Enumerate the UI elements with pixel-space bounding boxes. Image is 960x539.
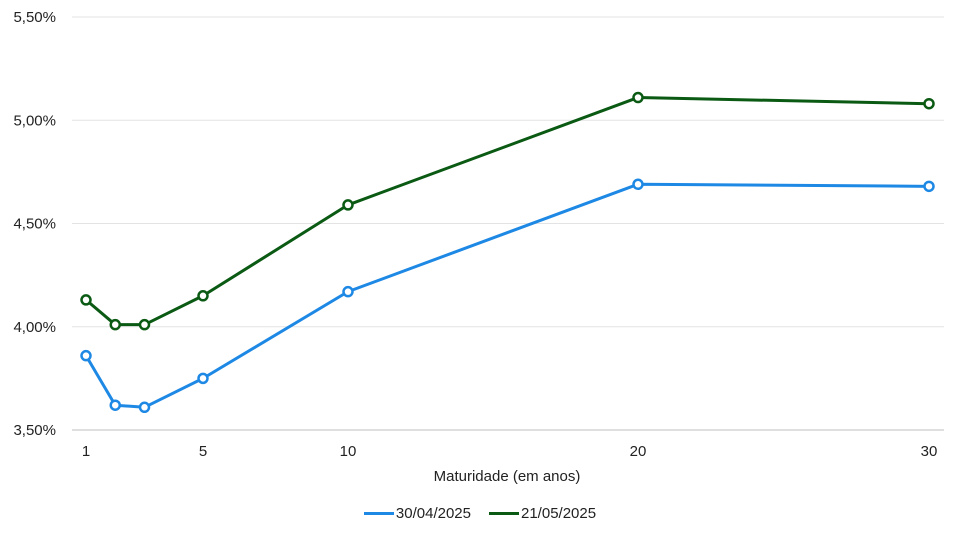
data-point	[197, 372, 209, 385]
data-point	[923, 97, 935, 110]
legend-item: 30/04/2025	[363, 505, 471, 522]
data-point	[138, 401, 151, 414]
x-tick-label: 1	[82, 443, 90, 460]
data-point	[342, 285, 354, 298]
y-tick-label: 5,50%	[13, 9, 56, 26]
legend-swatch	[363, 512, 394, 515]
y-tick-label: 5,00%	[13, 112, 56, 129]
series-line	[84, 182, 930, 409]
data-point	[342, 199, 354, 211]
x-tick-label: 30	[921, 443, 938, 460]
data-point	[632, 178, 644, 191]
data-point	[80, 349, 92, 362]
legend-swatch	[489, 512, 519, 515]
data-point	[923, 180, 935, 193]
data-point	[632, 91, 644, 104]
legend: 30/04/2025 21/05/2025	[0, 505, 960, 522]
y-axis: 3,50% 4,00% 4,50% 5,00% 5,50%	[13, 9, 56, 439]
data-point	[138, 318, 151, 331]
series-line	[85, 96, 930, 327]
data-point	[80, 294, 92, 306]
x-tick-label: 10	[340, 443, 357, 460]
x-axis: 1 5 10 20 30	[82, 443, 938, 460]
x-axis-title: Maturidade (em anos)	[434, 468, 581, 485]
data-point	[109, 318, 121, 331]
y-tick-label: 4,00%	[13, 319, 56, 336]
data-point	[109, 399, 121, 411]
legend-item: 21/05/2025	[489, 505, 596, 522]
grid-lines	[72, 16, 944, 431]
x-tick-label: 5	[199, 443, 207, 460]
legend-label: 30/04/2025	[395, 505, 471, 522]
data-point	[197, 290, 209, 302]
line-chart: 3,50% 4,00% 4,50% 5,00% 5,50% 1 5 10 20 30 Matur…	[13, 9, 944, 485]
y-tick-label: 4,50%	[13, 216, 56, 233]
y-tick-label: 3,50%	[13, 422, 56, 439]
series-1	[80, 178, 935, 414]
x-tick-label: 20	[630, 443, 647, 460]
series-2	[80, 91, 935, 331]
legend-label: 21/05/2025	[521, 505, 597, 522]
series-lines	[80, 91, 935, 414]
